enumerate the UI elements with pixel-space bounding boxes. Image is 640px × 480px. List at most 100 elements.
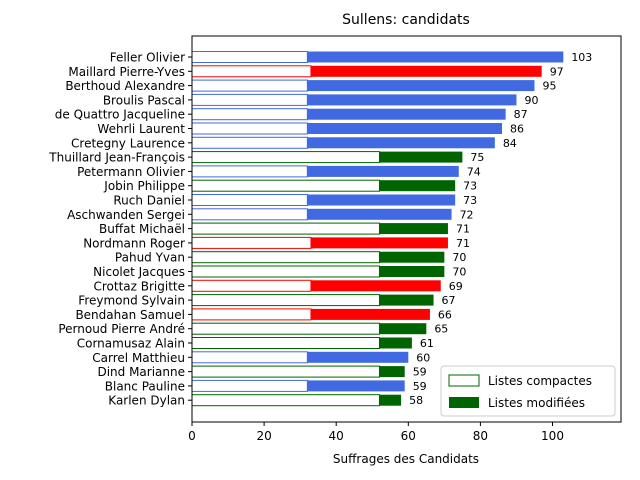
y-tick-label: Feller Olivier bbox=[110, 51, 185, 65]
value-label: 70 bbox=[452, 251, 466, 264]
bar-modifiees bbox=[379, 294, 434, 306]
bar-modifiees bbox=[307, 137, 495, 149]
bar-compactes bbox=[191, 379, 308, 392]
y-tick-label: Ruch Daniel bbox=[113, 194, 185, 208]
value-label: 87 bbox=[514, 108, 528, 121]
bar-modifiees bbox=[379, 180, 456, 192]
value-label: 59 bbox=[413, 366, 427, 379]
bar-compactes bbox=[191, 308, 312, 321]
bar-modifiees bbox=[310, 65, 542, 77]
y-tick-label: Bendahan Samuel bbox=[75, 308, 185, 322]
y-tick-label: Nordmann Roger bbox=[83, 236, 185, 250]
bar-compactes bbox=[191, 79, 308, 92]
y-tick-label: Berthoud Alexandre bbox=[65, 79, 185, 93]
x-axis-title: Suffrages des Candidats bbox=[333, 452, 479, 466]
legend-swatch-compactes bbox=[448, 374, 480, 387]
bar-compactes bbox=[191, 51, 308, 63]
value-label: 66 bbox=[438, 308, 452, 321]
y-tick-label: Pahud Yvan bbox=[115, 251, 185, 265]
x-tick-label: 100 bbox=[541, 429, 564, 443]
y-tick-label: Maillard Pierre-Yves bbox=[68, 65, 185, 79]
bar-compactes bbox=[191, 394, 380, 407]
bar-modifiees bbox=[379, 251, 445, 263]
y-tick-label: Carrel Matthieu bbox=[92, 351, 185, 365]
legend-label-modifiees: Listes modifiées bbox=[488, 396, 585, 410]
bar-compactes bbox=[191, 151, 380, 164]
y-tick-label: Karlen Dylan bbox=[108, 394, 185, 408]
bar-compactes bbox=[191, 136, 308, 149]
y-tick-label: Broulis Pascal bbox=[103, 93, 185, 107]
bar-modifiees bbox=[310, 280, 441, 292]
bar-modifiees bbox=[307, 123, 503, 134]
y-tick-label: Pernoud Pierre André bbox=[58, 322, 185, 336]
bar-modifiees bbox=[310, 308, 430, 320]
bar-modifiees bbox=[379, 223, 448, 235]
bar-compactes bbox=[191, 65, 312, 78]
y-tick-label: Jobin Philippe bbox=[103, 179, 185, 193]
value-label: 61 bbox=[420, 337, 434, 350]
value-label: 71 bbox=[456, 223, 470, 236]
bars-group bbox=[191, 51, 564, 407]
bar-compactes bbox=[191, 122, 308, 135]
x-tick-label: 80 bbox=[473, 429, 488, 443]
bar-compactes bbox=[191, 322, 380, 335]
value-label: 74 bbox=[467, 165, 481, 178]
value-label: 58 bbox=[409, 394, 423, 407]
bar-modifiees bbox=[307, 51, 564, 63]
bar-compactes bbox=[191, 337, 380, 349]
y-tick-label: Freymond Sylvain bbox=[78, 294, 185, 308]
bar-compactes bbox=[191, 236, 312, 249]
bar-compactes bbox=[191, 351, 308, 364]
bar-modifiees bbox=[307, 380, 405, 392]
bar-modifiees bbox=[379, 394, 402, 406]
value-label: 73 bbox=[463, 194, 477, 207]
value-label: 73 bbox=[463, 180, 477, 193]
legend-swatch-modifiees bbox=[449, 397, 479, 408]
bar-modifiees bbox=[307, 108, 506, 120]
value-label: 103 bbox=[571, 51, 592, 64]
legend-frame bbox=[440, 365, 616, 417]
value-label: 59 bbox=[413, 380, 427, 393]
y-tick-label: Petermann Olivier bbox=[77, 165, 185, 179]
value-label: 72 bbox=[460, 208, 474, 221]
bar-modifiees bbox=[310, 237, 448, 249]
bar-modifiees bbox=[307, 351, 409, 363]
value-label: 75 bbox=[470, 151, 484, 164]
bar-compactes bbox=[191, 165, 308, 178]
bar-modifiees bbox=[379, 323, 427, 335]
y-tick-label: Wehrli Laurent bbox=[97, 122, 185, 136]
value-label: 95 bbox=[542, 80, 556, 93]
value-label: 70 bbox=[452, 266, 466, 279]
value-label: 65 bbox=[434, 323, 448, 336]
plot-frame bbox=[191, 35, 622, 423]
y-tick-label: Thuillard Jean-François bbox=[48, 151, 185, 165]
bar-modifiees bbox=[379, 266, 445, 277]
bar-compactes bbox=[191, 93, 308, 106]
legend-label-compactes: Listes compactes bbox=[488, 374, 592, 388]
value-label: 86 bbox=[510, 123, 524, 136]
x-axis: 0 20 40 60 80 100 bbox=[188, 422, 564, 443]
y-tick-label: Dind Marianne bbox=[97, 365, 185, 379]
value-label: 84 bbox=[503, 137, 517, 150]
bar-compactes bbox=[191, 179, 380, 192]
x-tick-label: 60 bbox=[401, 429, 416, 443]
value-label: 97 bbox=[550, 65, 564, 78]
value-labels: 1039795908786847574737372717170706967666… bbox=[409, 51, 592, 407]
bar-modifiees bbox=[307, 165, 459, 177]
legend: Listes compactes Listes modifiées bbox=[440, 365, 616, 417]
y-tick-label: Crottaz Brigitte bbox=[93, 279, 185, 293]
y-tick-label: Blanc Pauline bbox=[105, 379, 185, 393]
bar-compactes bbox=[191, 279, 312, 292]
bar-modifiees bbox=[379, 151, 463, 163]
y-tick-label: Cretegny Laurence bbox=[71, 136, 185, 150]
bar-compactes bbox=[191, 194, 308, 206]
bar-compactes bbox=[191, 365, 380, 378]
bar-compactes bbox=[191, 251, 380, 264]
y-tick-label: Aschwanden Sergei bbox=[67, 208, 185, 222]
bar-modifiees bbox=[307, 94, 517, 106]
value-label: 69 bbox=[449, 280, 463, 293]
y-tick-label: Nicolet Jacques bbox=[93, 265, 185, 279]
